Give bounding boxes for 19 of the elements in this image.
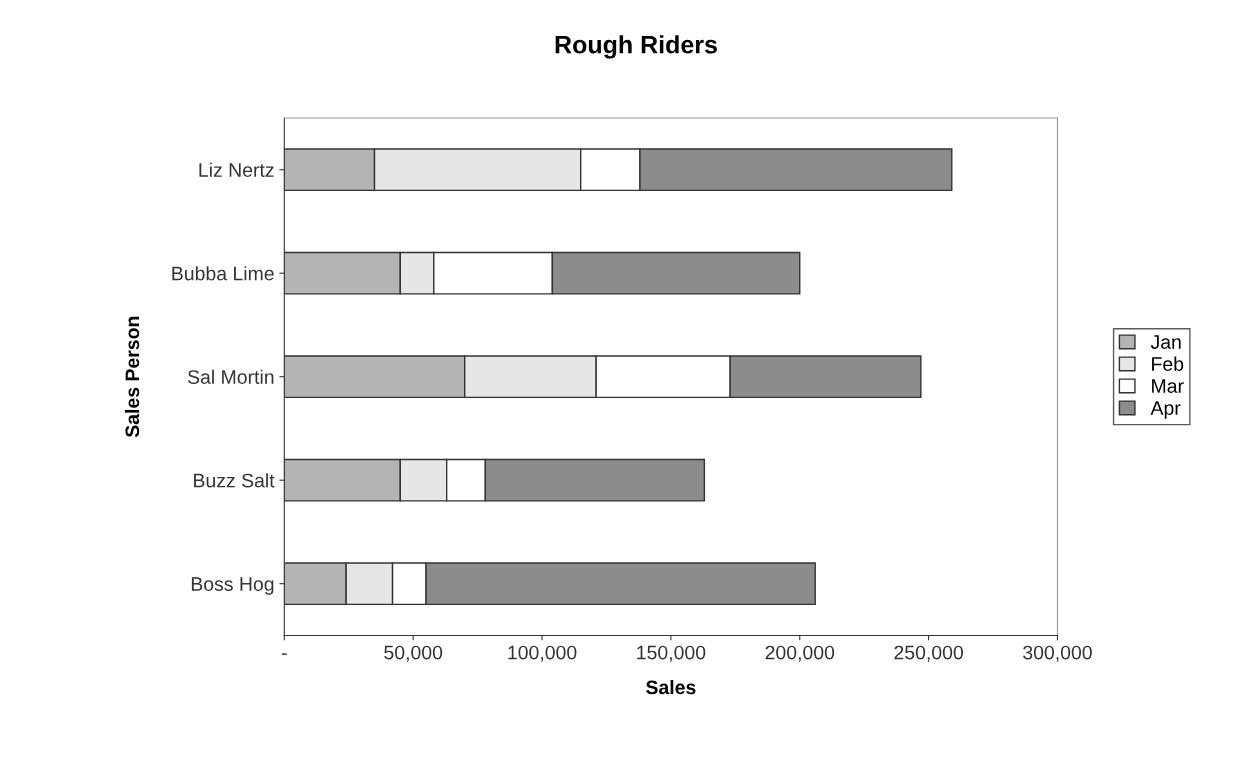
y-tick-label: Buzz Salt	[194, 473, 275, 488]
chart-title: Rough Riders	[555, 35, 717, 59]
legend-label: Apr	[1150, 401, 1181, 419]
x-tick-label: 100,000	[508, 645, 577, 662]
y-tick-label: Bubba Lime	[172, 266, 274, 281]
x-tick-label: 50,000	[384, 645, 443, 662]
y-axis-title: Sales Person	[124, 316, 140, 438]
legend-label: Feb	[1152, 356, 1184, 371]
x-tick-label: 300,000	[1023, 645, 1092, 662]
y-tick-label: Liz Nertz	[199, 162, 274, 177]
x-tick-label: -	[281, 653, 287, 655]
x-axis-title: Sales	[646, 679, 696, 695]
y-tick-label: Sal Mortin	[187, 369, 274, 384]
x-tick-label: 200,000	[765, 645, 835, 662]
legend-label: Mar	[1152, 379, 1184, 393]
legend-label: Jan	[1150, 335, 1181, 349]
x-tick-label: 250,000	[894, 645, 963, 662]
y-tick-label: Boss Hog	[191, 577, 274, 595]
x-tick-label: 150,000	[637, 645, 706, 662]
